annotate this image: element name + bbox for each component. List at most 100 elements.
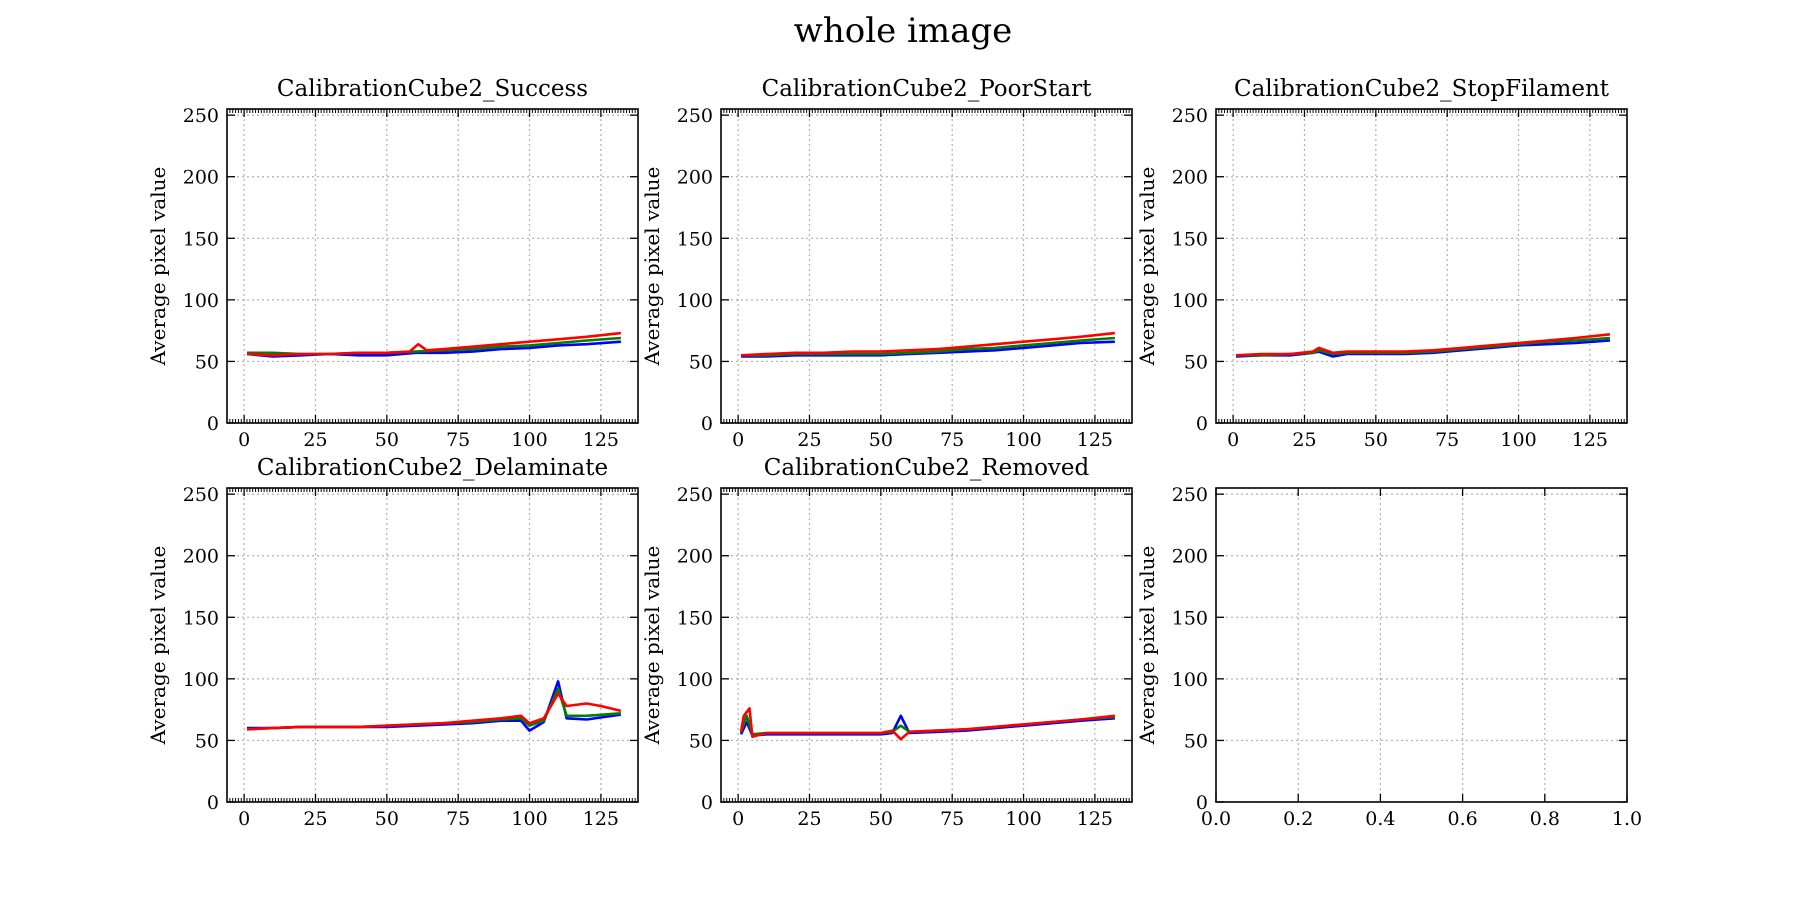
series-line-red (1235, 333, 1611, 357)
y-tick-label: 150 (183, 228, 219, 250)
x-tick-label: 50 (869, 429, 893, 451)
subplot-title: CalibrationCube2_Success (277, 76, 588, 102)
x-tick-label: 0.2 (1283, 808, 1313, 830)
y-tick-label: 50 (1184, 730, 1208, 752)
y-tick-label: 150 (1172, 228, 1208, 250)
x-tick-label: 50 (869, 808, 893, 830)
subplot-6: 0.0 0.2 0.4 0.6 0.8 1.0 0 50 100 150 200 250 Average… (1135, 484, 1642, 830)
series-line-red (246, 692, 622, 731)
y-tick-label: 200 (1172, 167, 1208, 189)
y-tick-label: 250 (1172, 484, 1208, 506)
y-tick-label: 150 (677, 607, 713, 629)
series-line-red (739, 707, 1116, 741)
y-tick-label: 0 (1196, 792, 1208, 814)
x-tick-label: 50 (375, 808, 399, 830)
y-tick-label: 0 (207, 413, 219, 435)
x-tick-label: 75 (940, 429, 964, 451)
axes-frame (1215, 487, 1628, 803)
y-tick-label: 150 (1172, 607, 1208, 629)
x-tick-label: 0 (238, 429, 250, 451)
y-tick-label: 50 (195, 351, 219, 373)
y-tick-label: 200 (183, 167, 219, 189)
axes-frame (226, 487, 639, 803)
x-tick-label: 0 (732, 429, 744, 451)
x-tick-label: 0 (1227, 429, 1239, 451)
x-tick-label: 75 (446, 808, 470, 830)
y-tick-label: 200 (183, 546, 219, 568)
y-tick-label: 150 (677, 228, 713, 250)
y-axis-label: Average pixel value (1135, 167, 1159, 367)
x-tick-label: 25 (1292, 429, 1316, 451)
x-tick-label: 125 (583, 429, 619, 451)
y-tick-label: 50 (689, 351, 713, 373)
y-tick-label: 50 (1184, 351, 1208, 373)
axes-frame (1215, 108, 1628, 424)
x-tick-label: 0.6 (1447, 808, 1477, 830)
y-tick-label: 250 (183, 105, 219, 127)
x-tick-label: 25 (303, 429, 327, 451)
x-tick-label: 0.8 (1530, 808, 1560, 830)
y-tick-label: 100 (1172, 290, 1208, 312)
y-tick-label: 250 (677, 105, 713, 127)
y-tick-label: 100 (1172, 669, 1208, 691)
x-tick-label: 100 (511, 808, 547, 830)
subplot-3: 0 25 50 75 100 125 0 50 100 150 200 250 CalibrationC… (1135, 76, 1628, 451)
y-tick-label: 0 (1196, 413, 1208, 435)
y-tick-label: 50 (195, 730, 219, 752)
x-tick-label: 0.4 (1365, 808, 1395, 830)
y-tick-label: 150 (183, 607, 219, 629)
x-tick-label: 75 (1435, 429, 1459, 451)
x-tick-label: 1.0 (1612, 808, 1642, 830)
x-tick-label: 50 (1364, 429, 1388, 451)
y-tick-label: 200 (677, 167, 713, 189)
y-tick-label: 100 (183, 290, 219, 312)
x-tick-label: 0.0 (1201, 808, 1231, 830)
x-tick-label: 100 (1005, 429, 1041, 451)
y-tick-label: 100 (183, 669, 219, 691)
subplot-2: 0 25 50 75 100 125 0 50 100 150 200 250 CalibrationC… (640, 76, 1133, 451)
x-tick-label: 25 (797, 429, 821, 451)
y-tick-label: 250 (677, 484, 713, 506)
figure-title: whole image (794, 11, 1013, 51)
series-line-red (246, 331, 622, 357)
x-tick-label: 0 (732, 808, 744, 830)
subplot-title: CalibrationCube2_PoorStart (762, 76, 1093, 102)
x-tick-label: 125 (583, 808, 619, 830)
subplot-title: CalibrationCube2_Delaminate (257, 455, 608, 481)
y-tick-label: 100 (677, 290, 713, 312)
subplot-4: 0 25 50 75 100 125 0 50 100 150 200 250 CalibrationC… (146, 455, 639, 830)
x-tick-label: 25 (797, 808, 821, 830)
series-line-red (740, 331, 1116, 357)
axes-frame (720, 108, 1133, 424)
subplot-title: CalibrationCube2_Removed (764, 455, 1090, 481)
x-tick-label: 25 (303, 808, 327, 830)
y-axis-label: Average pixel value (146, 546, 170, 746)
y-axis-label: Average pixel value (146, 167, 170, 367)
y-tick-label: 0 (701, 792, 713, 814)
y-tick-label: 0 (701, 413, 713, 435)
y-tick-label: 250 (1172, 105, 1208, 127)
x-tick-label: 100 (1500, 429, 1536, 451)
subplot-grid: 0 25 50 75 100 125050100150200250CalibrationC… (146, 76, 1642, 830)
subplot-title: CalibrationCube2_StopFilament (1234, 76, 1610, 102)
subplot-1: 0 25 50 75 100 125 0 50 100 150 200 250 CalibrationC… (146, 76, 639, 451)
x-tick-label: 100 (1005, 808, 1041, 830)
y-axis-label: Average pixel value (640, 546, 664, 746)
x-tick-label: 75 (446, 429, 470, 451)
y-tick-label: 200 (677, 546, 713, 568)
x-tick-label: 125 (1572, 429, 1608, 451)
y-tick-label: 200 (1172, 546, 1208, 568)
y-tick-label: 100 (677, 669, 713, 691)
y-axis-label: Average pixel value (640, 167, 664, 367)
x-tick-label: 50 (375, 429, 399, 451)
x-tick-label: 125 (1077, 429, 1113, 451)
x-tick-label: 75 (940, 808, 964, 830)
subplot-5: 0 25 50 75 100 125 0 50 100 150 200 250 CalibrationC… (640, 455, 1133, 830)
axes-frame (226, 108, 639, 424)
y-axis-label: Average pixel value (1135, 546, 1159, 746)
y-tick-label: 250 (183, 484, 219, 506)
x-tick-label: 100 (511, 429, 547, 451)
x-tick-label: 125 (1077, 808, 1113, 830)
y-tick-label: 0 (207, 792, 219, 814)
